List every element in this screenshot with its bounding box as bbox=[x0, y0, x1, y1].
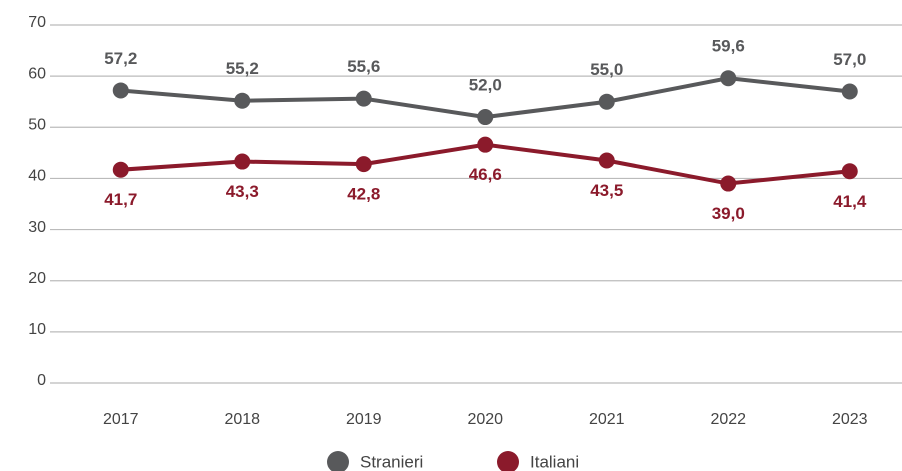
data-label: 55,0 bbox=[590, 60, 623, 79]
legend-marker bbox=[497, 451, 519, 471]
data-label: 39,0 bbox=[712, 204, 745, 223]
data-label: 52,0 bbox=[469, 76, 502, 95]
point bbox=[355, 156, 372, 173]
point bbox=[477, 136, 494, 153]
point bbox=[477, 109, 494, 126]
point bbox=[355, 90, 372, 107]
point bbox=[234, 153, 251, 170]
x-tick-label: 2018 bbox=[224, 411, 260, 428]
legend-label: Stranieri bbox=[360, 452, 423, 471]
x-tick-label: 2022 bbox=[710, 411, 746, 428]
y-tick-label: 60 bbox=[28, 65, 46, 82]
x-tick-label: 2019 bbox=[346, 411, 382, 428]
data-label: 46,6 bbox=[469, 165, 502, 184]
data-label: 43,3 bbox=[226, 182, 259, 201]
point bbox=[720, 70, 737, 87]
data-label: 57,2 bbox=[104, 49, 137, 68]
y-tick-label: 10 bbox=[28, 321, 46, 338]
data-label: 55,6 bbox=[347, 57, 380, 76]
x-tick-label: 2023 bbox=[832, 411, 868, 428]
data-label: 55,2 bbox=[226, 59, 259, 78]
point bbox=[720, 175, 737, 192]
x-tick-label: 2020 bbox=[467, 411, 503, 428]
x-tick-label: 2021 bbox=[589, 411, 625, 428]
point bbox=[841, 83, 858, 100]
y-tick-label: 30 bbox=[28, 219, 46, 236]
y-tick-label: 70 bbox=[28, 14, 46, 31]
point bbox=[598, 93, 615, 110]
data-label: 59,6 bbox=[712, 37, 745, 56]
data-label: 57,0 bbox=[833, 50, 866, 69]
data-label: 41,7 bbox=[104, 190, 137, 209]
y-tick-label: 20 bbox=[28, 270, 46, 287]
data-label: 41,4 bbox=[833, 192, 867, 211]
x-tick-label: 2017 bbox=[103, 411, 139, 428]
point bbox=[234, 92, 251, 109]
point bbox=[841, 163, 858, 180]
y-tick-label: 40 bbox=[28, 168, 46, 185]
data-label: 43,5 bbox=[590, 181, 623, 200]
legend-label: Italiani bbox=[530, 452, 579, 471]
legend-marker bbox=[327, 451, 349, 471]
y-tick-label: 50 bbox=[28, 117, 46, 134]
y-tick-label: 0 bbox=[37, 372, 46, 389]
point bbox=[112, 161, 129, 178]
data-label: 42,8 bbox=[347, 185, 380, 204]
point bbox=[112, 82, 129, 99]
point bbox=[598, 152, 615, 169]
